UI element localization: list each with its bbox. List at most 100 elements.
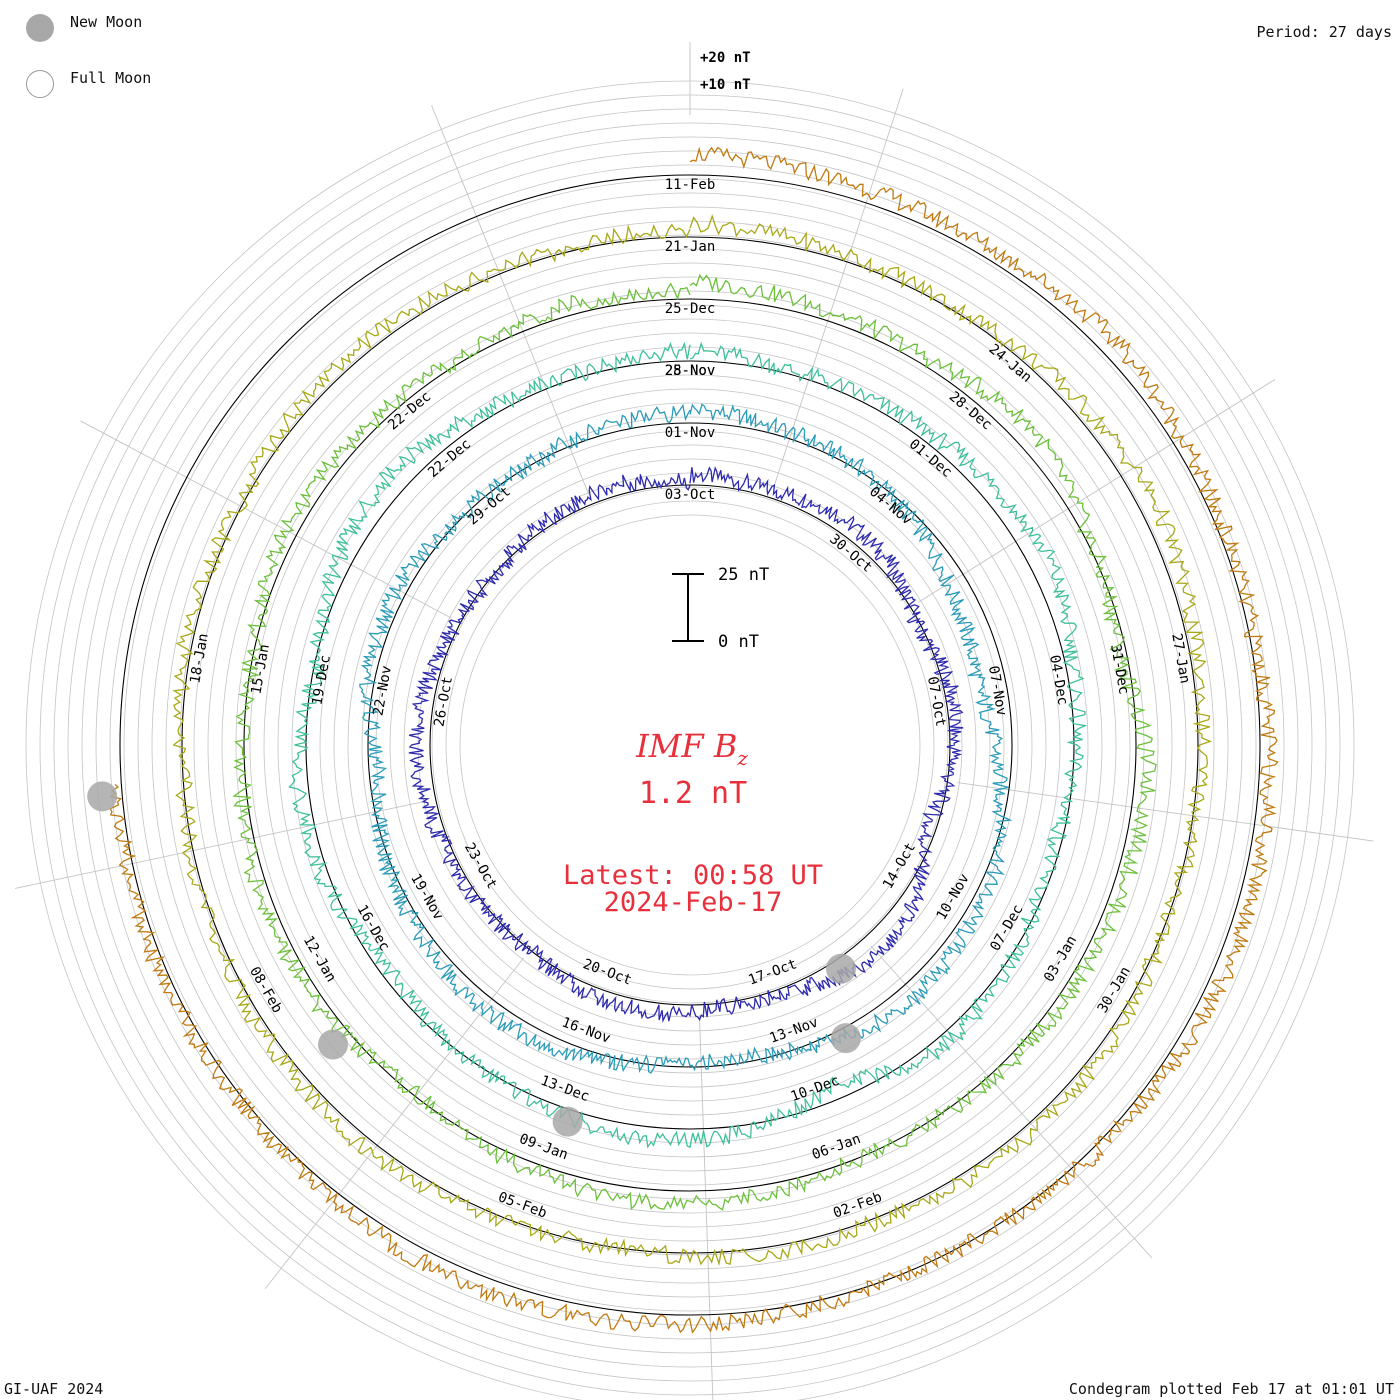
date-label: 05-Feb bbox=[496, 1189, 549, 1221]
grid-spoke bbox=[431, 105, 590, 495]
date-label: 28-Dec bbox=[946, 389, 995, 434]
grid-spoke bbox=[14, 800, 426, 889]
grid-circle bbox=[263, 318, 1117, 1172]
date-label: 16-Nov bbox=[560, 1014, 613, 1046]
bz-trace-4 bbox=[232, 273, 1157, 1211]
grid-spoke bbox=[957, 782, 1374, 842]
grid-circle bbox=[95, 150, 1285, 1340]
new-moon-marker bbox=[830, 1023, 861, 1054]
date-label: 22-Nov bbox=[370, 665, 395, 718]
grid-spoke bbox=[918, 378, 1276, 603]
date-label: 13-Dec bbox=[538, 1073, 591, 1105]
date-label: 19-Dec bbox=[309, 654, 334, 707]
latest-date: 2024-Feb-17 bbox=[604, 887, 783, 918]
date-label: 10-Nov bbox=[934, 871, 973, 923]
credit-label: GI-UAF 2024 bbox=[4, 1380, 104, 1398]
period-label: Period: 27 days bbox=[1256, 23, 1392, 41]
grid-circle bbox=[193, 248, 1187, 1242]
bz-trace-5 bbox=[172, 214, 1213, 1267]
new-moon-marker bbox=[826, 953, 856, 984]
date-label: 11-Feb bbox=[665, 177, 716, 193]
baseline-ring bbox=[243, 298, 1137, 1192]
date-label: 31-Dec bbox=[1107, 643, 1132, 696]
grid-circle bbox=[277, 332, 1103, 1158]
grid-circle bbox=[137, 192, 1243, 1298]
radial-spokes bbox=[14, 42, 1374, 1400]
grid-circle bbox=[235, 290, 1145, 1200]
date-label: 10-Dec bbox=[789, 1073, 842, 1105]
baseline-rings bbox=[119, 174, 1261, 1316]
baseline-ring bbox=[305, 360, 1075, 1130]
grid-circle bbox=[67, 122, 1313, 1368]
baseline-ring bbox=[367, 422, 1013, 1068]
grid-circle bbox=[375, 430, 1005, 1060]
grid-circle bbox=[389, 444, 991, 1046]
scale-label-plus20: +20 nT bbox=[700, 50, 751, 66]
center-scale-bar: 25 nT 0 nT bbox=[672, 565, 769, 652]
legend-new-moon: New Moon bbox=[26, 13, 143, 42]
date-label: 30-Jan bbox=[1095, 964, 1134, 1016]
new-moon-label: New Moon bbox=[70, 13, 143, 31]
date-label: 01-Nov bbox=[665, 425, 716, 441]
grid-circle bbox=[109, 164, 1271, 1326]
latest-time: Latest: 00:58 UT bbox=[563, 860, 823, 891]
bz-trace-6 bbox=[109, 146, 1279, 1334]
new-moon-marker bbox=[318, 1029, 348, 1060]
grid-circle bbox=[81, 136, 1299, 1354]
grid-circle bbox=[333, 388, 1047, 1102]
bz-trace-1 bbox=[408, 466, 964, 1024]
plotted-label: Condegram plotted Feb 17 at 01:01 UT bbox=[1068, 1380, 1394, 1398]
grid-spoke bbox=[773, 88, 904, 489]
new-moon-marker bbox=[87, 781, 118, 812]
date-label: 07-Nov bbox=[985, 665, 1010, 718]
date-label: 20-Oct bbox=[581, 956, 634, 988]
grid-circle bbox=[459, 514, 921, 976]
full-moon-label: Full Moon bbox=[70, 69, 152, 87]
scale-bottom-label: 0 nT bbox=[718, 632, 759, 652]
baseline-ring bbox=[119, 174, 1261, 1316]
grid-circle bbox=[221, 276, 1159, 1214]
grid-circle bbox=[151, 206, 1229, 1284]
grid-circle bbox=[445, 500, 935, 990]
new-moon-marker bbox=[552, 1106, 583, 1137]
imf-title: IMF Bz bbox=[635, 727, 748, 770]
full-moon-icon bbox=[26, 70, 54, 98]
scale-label-plus10: +10 nT bbox=[700, 77, 751, 93]
date-label: 25-Nov bbox=[665, 363, 716, 379]
date-label: 17-Oct bbox=[746, 956, 799, 988]
date-label: 13-Nov bbox=[767, 1014, 820, 1046]
bz-trace-3 bbox=[288, 341, 1088, 1149]
date-label: 16-Dec bbox=[353, 902, 392, 954]
grid-spoke bbox=[870, 945, 1153, 1259]
date-label: 09-Jan bbox=[517, 1131, 570, 1163]
date-label: 21-Jan bbox=[665, 239, 716, 255]
date-label: 08-Feb bbox=[246, 964, 285, 1016]
date-label: 03-Oct bbox=[665, 487, 716, 503]
grid-spoke bbox=[80, 420, 452, 619]
baseline-ring bbox=[429, 484, 951, 1006]
date-label: 28-Nov bbox=[665, 363, 716, 379]
grid-spoke bbox=[698, 1014, 714, 1400]
grid-circle bbox=[347, 402, 1033, 1088]
grid-spoke bbox=[264, 957, 525, 1290]
new-moon-icon bbox=[26, 14, 54, 42]
grid-circle bbox=[207, 262, 1173, 1228]
grid-circle bbox=[361, 416, 1019, 1074]
baseline-ring bbox=[181, 236, 1199, 1254]
date-label: 06-Jan bbox=[810, 1131, 863, 1163]
grid-circle bbox=[249, 304, 1131, 1186]
current-value: 1.2 nT bbox=[639, 776, 747, 811]
imf-title-main: IMF B bbox=[635, 727, 737, 765]
bz-trace-2 bbox=[359, 403, 1013, 1074]
imf-title-sub: z bbox=[736, 746, 748, 770]
date-label: 25-Dec bbox=[665, 301, 716, 317]
moon-markers bbox=[87, 781, 861, 1137]
scale-top-label: 25 nT bbox=[718, 565, 769, 585]
grid-circle bbox=[165, 220, 1215, 1270]
bz-series-traces bbox=[109, 146, 1279, 1334]
date-label: 19-Nov bbox=[407, 871, 446, 923]
grid-circle bbox=[123, 178, 1257, 1312]
grid-circle bbox=[417, 472, 963, 1018]
grid-circle bbox=[403, 458, 977, 1032]
